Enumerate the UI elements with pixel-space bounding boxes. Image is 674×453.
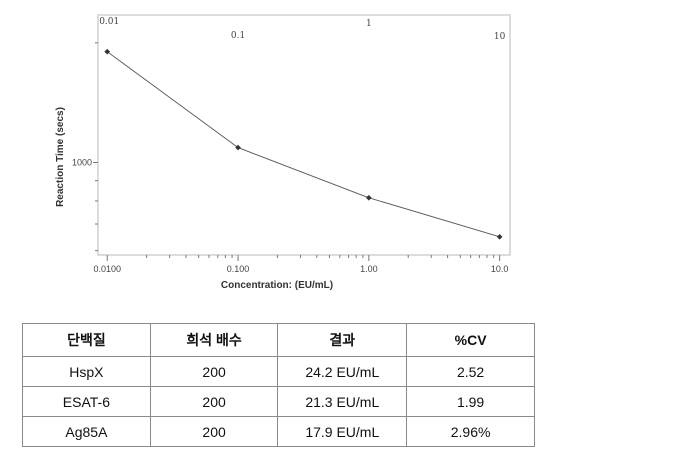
result-cell: 17.9 EU/mL (277, 416, 408, 447)
dilution-cell: 200 (149, 356, 279, 387)
table-row: HspX 200 24.2 EU/mL 2.52 (22, 356, 535, 387)
x-axis: 0.0100 0.100 1.00 10.0 (93, 255, 508, 274)
x-tick-label: 1.00 (360, 264, 378, 274)
header-dilution: 희석 배수 (149, 323, 279, 357)
y-tick-label: 1000 (72, 157, 92, 167)
calibration-chart: 0.01 0.1 1 10 0.0100 0.100 1.00 10.0 1000 Conc… (55, 14, 511, 291)
x-tick-label: 0.0100 (93, 264, 121, 274)
top-tick-label: 0.01 (99, 17, 119, 27)
cv-cell: 1.99 (406, 386, 535, 417)
top-tick-label: 1 (366, 19, 372, 29)
data-point (235, 144, 241, 151)
protein-cell: HspX (22, 356, 151, 387)
top-tick-labels: 0.01 0.1 1 10 (99, 17, 505, 42)
plot-border (97, 14, 511, 256)
plot-frame (97, 14, 511, 256)
table-row: ESAT-6 200 21.3 EU/mL 1.99 (22, 386, 535, 417)
y-axis: 1000 (72, 42, 98, 252)
header-protein: 단백질 (22, 323, 151, 357)
x-tick-label: 10.0 (491, 264, 509, 274)
top-tick-label: 0.1 (231, 31, 245, 41)
y-axis-label: Reaction Time (secs) (55, 107, 66, 207)
result-cell: 24.2 EU/mL (277, 356, 408, 387)
data-point (104, 48, 111, 55)
top-tick-label: 10 (494, 32, 506, 42)
protein-cell: ESAT-6 (22, 386, 151, 417)
header-result: 결과 (277, 323, 408, 357)
series-layer (104, 48, 503, 240)
cv-cell: 2.52 (406, 356, 535, 387)
protein-cell: Ag85A (22, 416, 151, 447)
dilution-cell: 200 (149, 416, 279, 447)
x-tick-label: 0.100 (227, 264, 250, 274)
x-axis-label: Concentration: (EU/mL) (221, 280, 333, 291)
results-table: 단백질 희석 배수 결과 %CV HspX 200 24.2 EU/mL 2.5… (22, 323, 535, 447)
header-cv: %CV (406, 323, 535, 357)
series-line (106, 51, 500, 238)
cv-cell: 2.96% (406, 416, 535, 447)
data-point (496, 234, 503, 240)
dilution-cell: 200 (149, 386, 279, 417)
result-cell: 21.3 EU/mL (277, 386, 408, 417)
table-row: Ag85A 200 17.9 EU/mL 2.96% (22, 416, 535, 447)
data-point (366, 194, 372, 201)
table-header-row: 단백질 희석 배수 결과 %CV (22, 323, 535, 357)
